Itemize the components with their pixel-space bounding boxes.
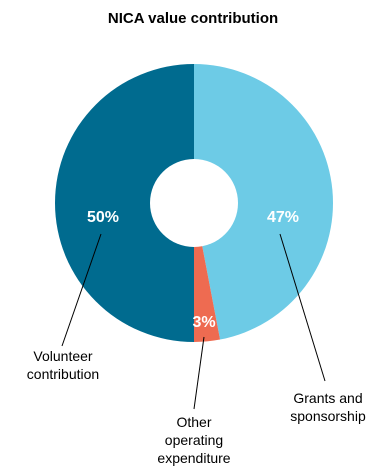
slice-grants-and-sponsorship bbox=[194, 64, 334, 340]
category-label-volunteer-contribution: Volunteer contribution bbox=[27, 348, 99, 382]
leader-line-other-operating-expenditure bbox=[193, 336, 205, 410]
category-label-other-operating-expenditure: Other operating expenditure bbox=[157, 414, 230, 466]
slices-group bbox=[55, 64, 334, 342]
leader-lines-group bbox=[61, 233, 326, 410]
value-label-grants-and-sponsorship: 47% bbox=[267, 209, 299, 226]
category-label-grants-and-sponsorship: Grants and sponsorship bbox=[290, 390, 366, 424]
donut-hole bbox=[150, 159, 238, 247]
value-labels-group: 50% 47% 3% bbox=[87, 209, 299, 331]
value-label-volunteer-contribution: 50% bbox=[87, 209, 119, 226]
slice-volunteer-contribution bbox=[55, 64, 194, 342]
value-label-other-operating-expenditure: 3% bbox=[192, 314, 215, 331]
leader-line-grants-and-sponsorship bbox=[279, 233, 326, 382]
category-labels-group: Volunteer contribution Grants and sponsorsh… bbox=[27, 348, 366, 466]
chart-title: NICA value contribution bbox=[108, 10, 278, 27]
leader-line-volunteer-contribution bbox=[61, 233, 102, 347]
